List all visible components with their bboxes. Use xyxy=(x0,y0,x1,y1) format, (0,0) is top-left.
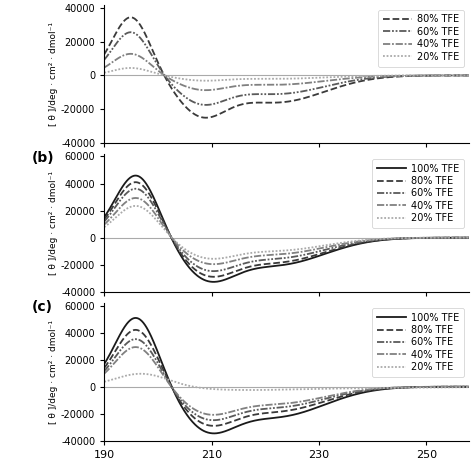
Y-axis label: [ θ ]/deg · cm² · dmol⁻¹: [ θ ]/deg · cm² · dmol⁻¹ xyxy=(49,171,58,275)
Text: (c): (c) xyxy=(31,300,52,314)
Y-axis label: [ θ ]/deg · cm² · dmol⁻¹: [ θ ]/deg · cm² · dmol⁻¹ xyxy=(49,320,58,424)
Text: (b): (b) xyxy=(31,151,54,165)
Y-axis label: [ θ ]/deg · cm² · dmol⁻¹: [ θ ]/deg · cm² · dmol⁻¹ xyxy=(49,22,58,126)
Legend: 100% TFE, 80% TFE, 60% TFE, 40% TFE, 20% TFE: 100% TFE, 80% TFE, 60% TFE, 40% TFE, 20%… xyxy=(373,308,465,377)
Legend: 100% TFE, 80% TFE, 60% TFE, 40% TFE, 20% TFE: 100% TFE, 80% TFE, 60% TFE, 40% TFE, 20%… xyxy=(373,159,465,228)
Legend: 80% TFE, 60% TFE, 40% TFE, 20% TFE: 80% TFE, 60% TFE, 40% TFE, 20% TFE xyxy=(378,9,465,67)
